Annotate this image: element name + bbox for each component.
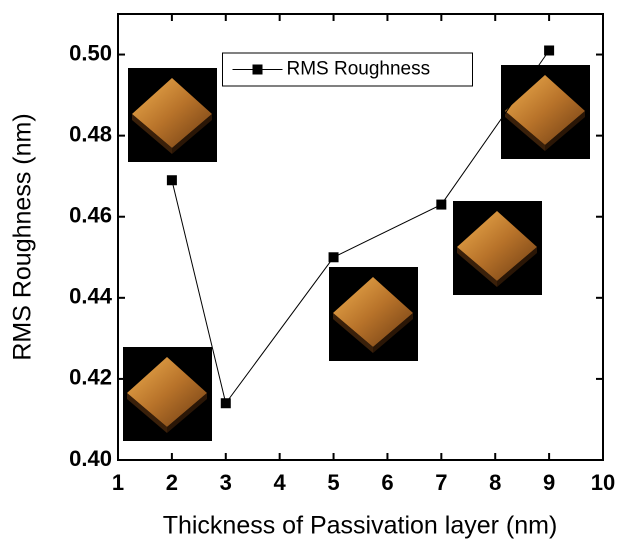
data-point xyxy=(436,200,446,210)
afm-image xyxy=(128,68,217,162)
legend-label: RMS Roughness xyxy=(287,59,431,80)
x-tick-label: 2 xyxy=(166,470,178,495)
afm-image xyxy=(453,201,542,295)
afm-image xyxy=(123,347,212,441)
y-tick-label: 0.44 xyxy=(69,284,113,309)
page: {"chart_data": {"type": "line", "x_label… xyxy=(0,0,621,544)
x-tick-label: 1 xyxy=(112,470,124,495)
data-point xyxy=(544,45,554,55)
chart: Thickness of Passivation layer (nm) RMS … xyxy=(0,0,621,544)
y-axis-label: RMS Roughness (nm) xyxy=(9,113,37,360)
x-tick-label: 8 xyxy=(489,470,501,495)
x-tick-label: 10 xyxy=(591,470,615,495)
x-tick-label: 4 xyxy=(274,470,287,495)
x-axis-label: Thickness of Passivation layer (nm) xyxy=(163,512,558,540)
y-tick-label: 0.46 xyxy=(69,203,112,228)
data-point xyxy=(329,252,339,262)
x-tick-label: 3 xyxy=(220,470,232,495)
y-tick-label: 0.40 xyxy=(69,446,112,471)
y-tick-label: 0.48 xyxy=(69,121,112,146)
x-tick-label: 6 xyxy=(381,470,393,495)
x-tick-label: 7 xyxy=(435,470,447,495)
afm-image xyxy=(501,65,590,159)
data-point xyxy=(167,175,177,185)
data-point xyxy=(221,398,231,408)
y-tick-label: 0.42 xyxy=(69,365,112,390)
afm-insets xyxy=(123,65,590,441)
afm-image xyxy=(329,267,418,361)
legend-marker xyxy=(253,65,263,75)
y-tick-label: 0.50 xyxy=(69,40,112,65)
x-tick-label: 5 xyxy=(327,470,339,495)
x-tick-label: 9 xyxy=(543,470,555,495)
legend: RMS Roughness xyxy=(223,53,473,86)
